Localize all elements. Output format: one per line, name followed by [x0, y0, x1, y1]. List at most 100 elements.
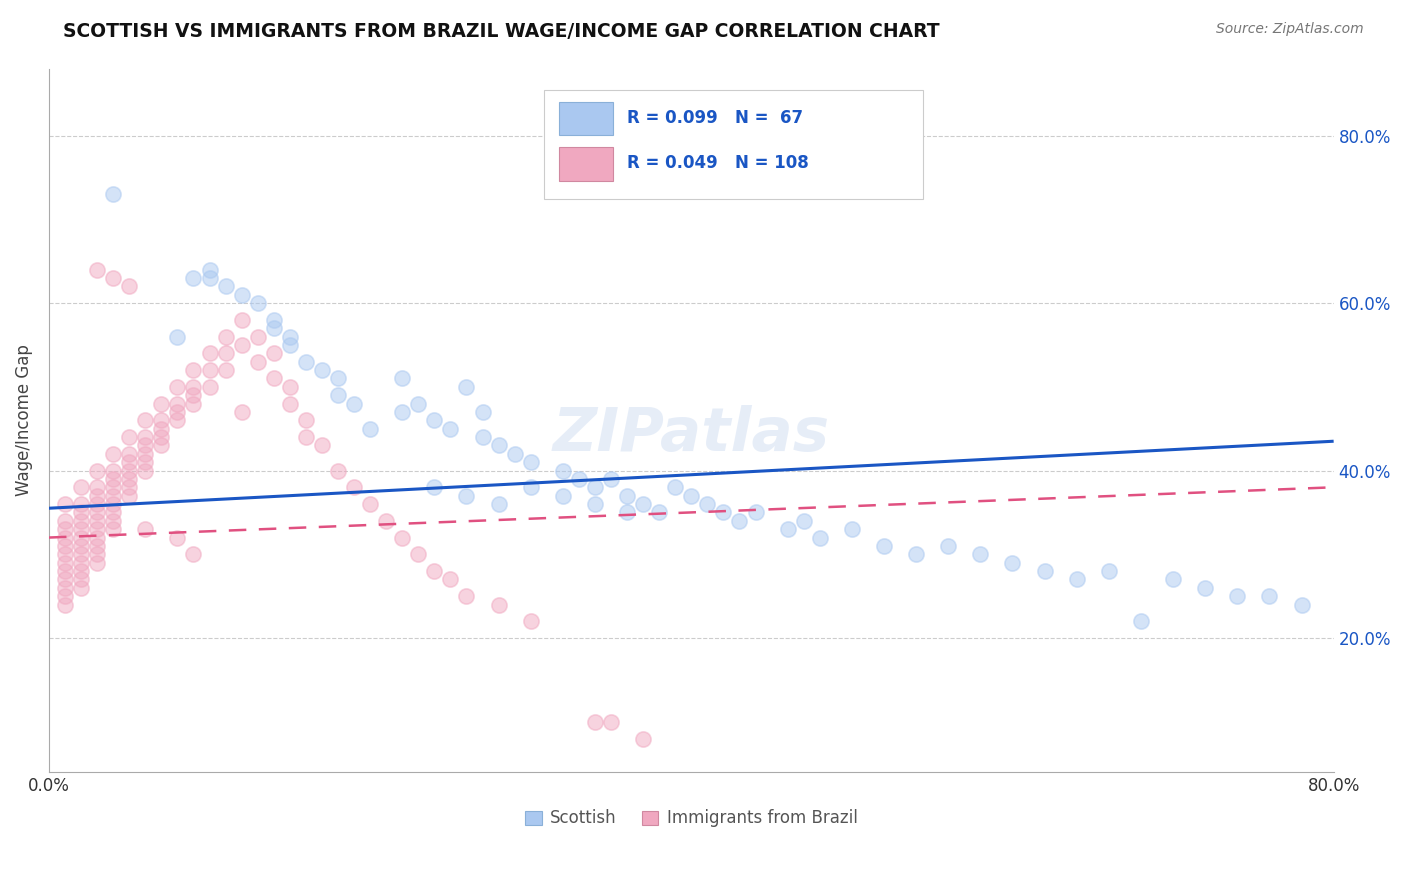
- Point: [423, 564, 446, 578]
- Legend: Scottish, Immigrants from Brazil: Scottish, Immigrants from Brazil: [519, 803, 865, 834]
- Point: [198, 380, 221, 394]
- Point: [53, 589, 76, 603]
- Point: [166, 380, 188, 394]
- Point: [616, 505, 638, 519]
- Point: [873, 539, 896, 553]
- Point: [728, 514, 751, 528]
- Point: [808, 531, 831, 545]
- Point: [1066, 573, 1088, 587]
- Point: [1161, 573, 1184, 587]
- Point: [86, 464, 108, 478]
- Point: [166, 531, 188, 545]
- Point: [359, 422, 381, 436]
- Point: [423, 480, 446, 494]
- Point: [936, 539, 959, 553]
- Point: [166, 396, 188, 410]
- Point: [53, 531, 76, 545]
- Point: [246, 354, 269, 368]
- Point: [263, 321, 285, 335]
- Point: [86, 505, 108, 519]
- Point: [53, 547, 76, 561]
- Point: [118, 489, 141, 503]
- Point: [103, 271, 125, 285]
- Point: [391, 531, 413, 545]
- Point: [103, 464, 125, 478]
- Point: [423, 413, 446, 427]
- Point: [134, 455, 156, 469]
- Point: [70, 556, 93, 570]
- Point: [214, 329, 236, 343]
- Point: [905, 547, 928, 561]
- Point: [600, 714, 623, 729]
- Point: [841, 522, 863, 536]
- Point: [263, 371, 285, 385]
- Point: [86, 497, 108, 511]
- Point: [246, 329, 269, 343]
- Point: [408, 396, 430, 410]
- Point: [263, 346, 285, 360]
- Point: [134, 464, 156, 478]
- Point: [648, 505, 671, 519]
- Point: [166, 405, 188, 419]
- Point: [471, 430, 494, 444]
- Point: [503, 447, 526, 461]
- Point: [456, 380, 478, 394]
- Point: [86, 514, 108, 528]
- Point: [70, 522, 93, 536]
- Point: [70, 514, 93, 528]
- Point: [311, 363, 333, 377]
- Point: [183, 271, 205, 285]
- Point: [616, 489, 638, 503]
- Text: SCOTTISH VS IMMIGRANTS FROM BRAZIL WAGE/INCOME GAP CORRELATION CHART: SCOTTISH VS IMMIGRANTS FROM BRAZIL WAGE/…: [63, 22, 939, 41]
- Point: [150, 396, 173, 410]
- Point: [183, 380, 205, 394]
- Point: [1001, 556, 1024, 570]
- Point: [183, 547, 205, 561]
- Point: [1033, 564, 1056, 578]
- Point: [134, 430, 156, 444]
- Point: [86, 539, 108, 553]
- Point: [183, 396, 205, 410]
- Point: [551, 464, 574, 478]
- FancyBboxPatch shape: [544, 89, 922, 199]
- Point: [103, 489, 125, 503]
- Point: [198, 346, 221, 360]
- Point: [86, 522, 108, 536]
- Point: [456, 489, 478, 503]
- Point: [214, 346, 236, 360]
- Point: [134, 438, 156, 452]
- Point: [696, 497, 718, 511]
- Text: ZIPatlas: ZIPatlas: [553, 405, 830, 464]
- Point: [103, 505, 125, 519]
- Point: [214, 363, 236, 377]
- Point: [53, 497, 76, 511]
- Point: [53, 522, 76, 536]
- Point: [118, 279, 141, 293]
- Point: [150, 438, 173, 452]
- Point: [326, 371, 349, 385]
- Point: [631, 497, 654, 511]
- Point: [583, 714, 606, 729]
- Point: [53, 556, 76, 570]
- Point: [53, 539, 76, 553]
- Point: [118, 472, 141, 486]
- Point: [600, 472, 623, 486]
- Point: [519, 455, 541, 469]
- Point: [551, 489, 574, 503]
- Point: [456, 589, 478, 603]
- Point: [53, 581, 76, 595]
- Point: [150, 413, 173, 427]
- Point: [326, 388, 349, 402]
- Point: [166, 329, 188, 343]
- Point: [183, 388, 205, 402]
- Point: [118, 430, 141, 444]
- Point: [343, 396, 366, 410]
- Point: [198, 363, 221, 377]
- Point: [295, 430, 318, 444]
- Point: [295, 413, 318, 427]
- Point: [488, 598, 510, 612]
- Bar: [560, 102, 613, 136]
- Point: [198, 271, 221, 285]
- Point: [231, 312, 253, 326]
- Point: [1258, 589, 1281, 603]
